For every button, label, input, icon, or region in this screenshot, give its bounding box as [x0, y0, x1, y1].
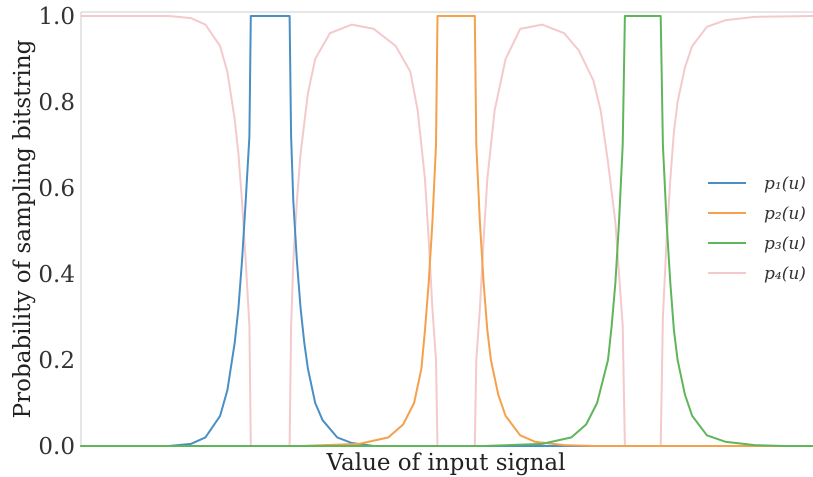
series-line-p2: [80, 15, 813, 447]
y-tick-label: 1.0: [38, 4, 75, 30]
y-tick-label: 0.2: [38, 348, 75, 374]
legend-label-p1: p₁(u): [764, 174, 806, 194]
legend-label-p3: p₃(u): [764, 234, 806, 254]
y-tick-label: 0.4: [38, 262, 75, 288]
axes: 0.0 0.2 0.4 0.6 0.8 1.0: [38, 4, 813, 460]
y-tick-label: 0.6: [38, 176, 75, 202]
legend-label-p4: p₄(u): [764, 264, 806, 284]
series-line-p1: [80, 15, 813, 447]
y-tick-label: 0.0: [38, 434, 75, 460]
x-axis-label: Value of input signal: [326, 450, 566, 476]
series-line-p4: [80, 15, 813, 447]
legend: p₁(u) p₂(u) p₃(u) p₄(u): [708, 174, 806, 284]
y-axis-label: Probability of sampling bitstring: [10, 39, 36, 418]
series-line-p3: [80, 15, 813, 447]
y-tick-label: 0.8: [38, 90, 75, 116]
legend-label-p2: p₂(u): [764, 204, 806, 224]
series-lines: [80, 15, 813, 447]
